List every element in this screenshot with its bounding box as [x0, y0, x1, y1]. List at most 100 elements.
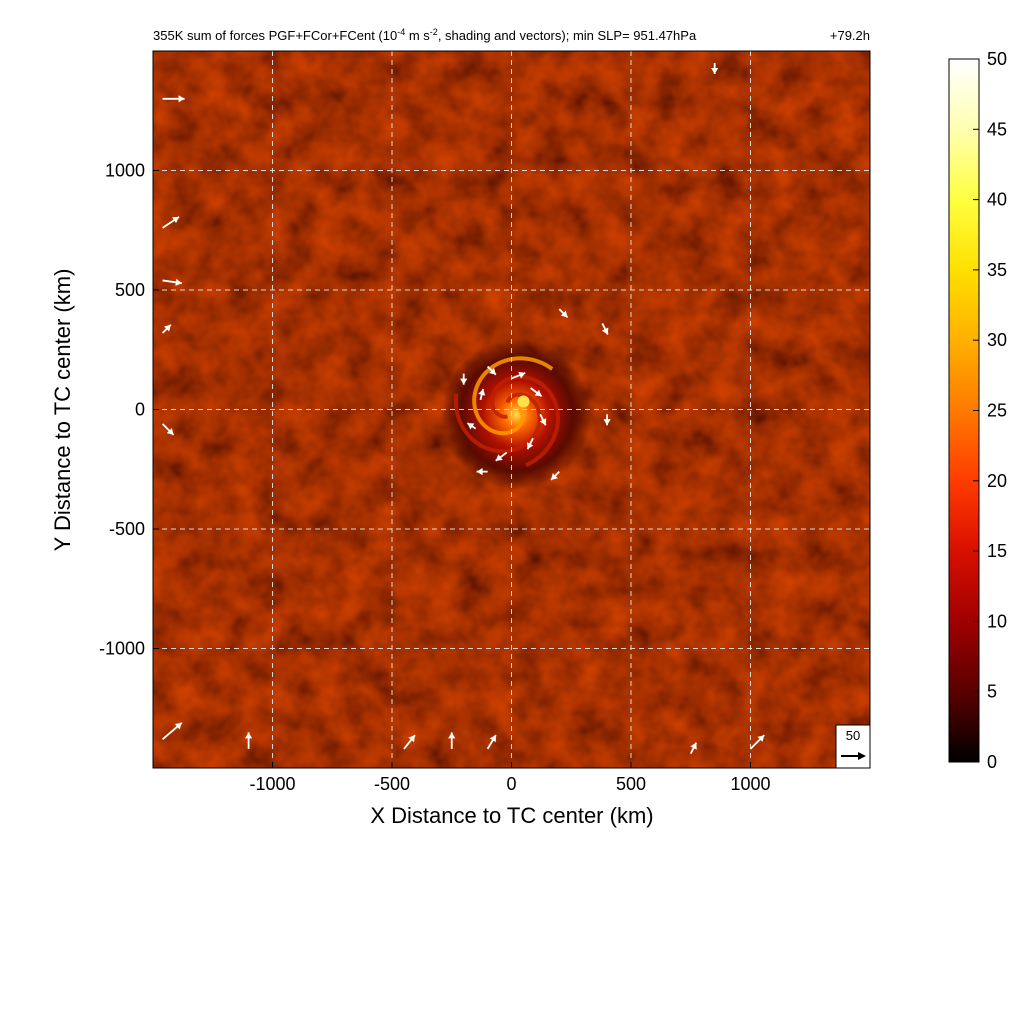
spiral-band [453, 392, 542, 454]
vector-head [245, 732, 253, 739]
y-tick-label: -500 [109, 519, 145, 539]
title-part-0: 355K sum of forces PGF+FCor+FCent (10 [153, 28, 397, 43]
colorbar-tick-label: 0 [987, 752, 997, 772]
force-vector [486, 365, 497, 376]
reference-vector-label: 50 [846, 728, 860, 743]
force-vector [448, 732, 456, 749]
y-tick-label: 1000 [105, 161, 145, 181]
colorbar-tick-label: 40 [987, 190, 1007, 210]
vector-head [467, 423, 475, 430]
plot-area [153, 51, 870, 768]
vector-head [551, 473, 558, 480]
vector-head [518, 371, 526, 379]
force-vector [558, 308, 569, 319]
chart-title: 355K sum of forces PGF+FCor+FCent (10-4 … [153, 27, 697, 43]
vector-head [534, 389, 542, 397]
storm-core [441, 339, 592, 490]
colorbar-tick-label: 45 [987, 119, 1007, 139]
reference-arrowhead [858, 752, 866, 760]
vector-head [489, 367, 496, 375]
force-vector [460, 373, 468, 385]
force-vector [550, 471, 560, 481]
colorbar-tick-label: 30 [987, 330, 1007, 350]
vector-head [539, 418, 547, 426]
vector-head [174, 722, 182, 730]
force-vector [749, 734, 765, 750]
y-tick-label: -1000 [99, 639, 145, 659]
force-vector [161, 423, 175, 436]
vector-head [164, 324, 171, 332]
vector-head [175, 278, 182, 286]
force-vector [486, 734, 497, 750]
force-vector [403, 734, 416, 750]
vector-head [603, 419, 611, 426]
vector-head [757, 735, 765, 742]
force-vector [161, 722, 183, 741]
reference-box [835, 724, 871, 769]
title-part-3: -2 [430, 27, 438, 37]
colorbar-tick-label: 15 [987, 541, 1007, 561]
storm-glow [441, 339, 592, 490]
force-vector [495, 451, 508, 462]
force-vector [466, 422, 477, 430]
time-label: +79.2h [830, 28, 870, 43]
reference-vector-box: 50 [835, 724, 871, 769]
vector-head [495, 454, 503, 461]
colorbar-tick-label: 10 [987, 611, 1007, 631]
vector-head [178, 95, 185, 103]
x-tick-label: 1000 [730, 774, 770, 794]
force-vector [162, 95, 185, 103]
force-vector [689, 742, 698, 755]
colorbar-ticks: 0 5 10 15 20 25 30 35 40 45 50 [973, 49, 1007, 772]
force-vector [245, 732, 253, 749]
force-vector [530, 387, 543, 397]
vector-head [489, 735, 496, 743]
title-part-4: , shading and vectors); min SLP= 951.47h… [438, 28, 697, 43]
vector-head [690, 742, 697, 750]
y-tick-label: 500 [115, 280, 145, 300]
colorbar-tick-label: 35 [987, 260, 1007, 280]
vector-head [460, 378, 468, 385]
x-tick-label: -1000 [249, 774, 295, 794]
vector-head [476, 468, 483, 476]
y-tick-label: 0 [135, 400, 145, 420]
spiral-band [472, 356, 554, 436]
vector-head [560, 310, 568, 318]
x-axis-label: X Distance to TC center (km) [370, 803, 653, 828]
vector-head [711, 67, 719, 74]
force-vector [161, 324, 172, 334]
force-vector [526, 437, 534, 450]
colorbar: 0 5 10 15 20 25 30 35 40 45 50 [948, 49, 1007, 772]
vector-head [408, 735, 415, 743]
x-tick-label: 0 [506, 774, 516, 794]
force-vector [601, 323, 609, 335]
storm-max [517, 395, 530, 408]
y-axis-label: Y Distance to TC center (km) [50, 269, 75, 552]
vector-head [601, 327, 609, 335]
grid-lines [153, 51, 870, 768]
force-vector [711, 62, 719, 74]
x-tick-label: -500 [374, 774, 410, 794]
vector-head [526, 442, 534, 450]
force-vector [476, 468, 488, 476]
vector-head [172, 216, 180, 224]
vector-head [448, 732, 456, 739]
force-vector [162, 216, 180, 229]
colorbar-tick-label: 25 [987, 401, 1007, 421]
colorbar-tick-label: 50 [987, 49, 1007, 69]
colorbar-tick-label: 5 [987, 682, 997, 702]
force-vector [603, 414, 611, 426]
force-vector [539, 413, 547, 426]
title-part-2: m s [405, 28, 430, 43]
vector-head [478, 388, 486, 396]
force-vector [478, 388, 486, 401]
title-part-1: -4 [397, 27, 405, 37]
force-vector [511, 371, 526, 380]
force-vectors [161, 62, 765, 755]
vector-head [166, 428, 174, 435]
force-vector [162, 278, 182, 286]
x-axis-ticks: -1000 -500 0 500 1000 [249, 762, 771, 794]
colorbar-tick-label: 20 [987, 471, 1007, 491]
y-axis-ticks: -1000 -500 0 500 1000 [99, 161, 159, 659]
